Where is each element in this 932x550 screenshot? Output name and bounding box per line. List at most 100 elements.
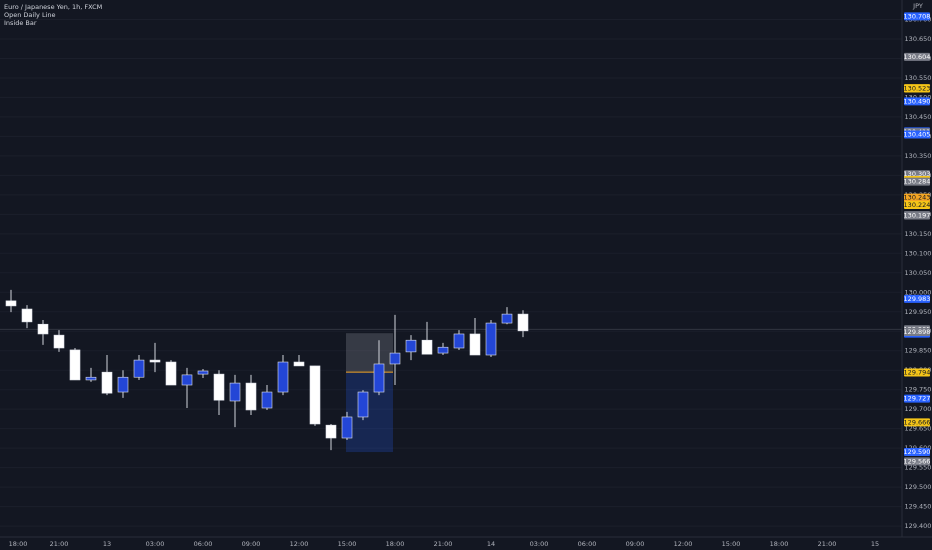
y-tick-label: 129.450 (905, 503, 932, 511)
x-tick-label: 15:00 (338, 540, 357, 548)
price-tag-label: 130.405 (904, 130, 931, 138)
x-tick-label: 15 (871, 540, 879, 548)
candle-body (341, 416, 353, 439)
price-tag (904, 394, 930, 403)
price-tag-label: 130.708 (904, 12, 931, 20)
y-tick-label: 130.350 (905, 152, 932, 160)
indicator-label: Inside Bar (4, 19, 37, 27)
y-tick-label: 130.150 (905, 230, 932, 238)
candle-body (469, 333, 481, 356)
indicator-label: Open Daily Line (4, 11, 56, 19)
candle-body (373, 363, 385, 393)
inside-bar-lower (346, 372, 393, 453)
price-tag (904, 211, 930, 220)
candle-body (21, 308, 33, 323)
y-tick-label: 129.950 (905, 308, 932, 316)
price-tag (904, 457, 930, 466)
candle-body (85, 376, 97, 381)
price-tag-label: 130.243 (904, 194, 931, 202)
price-tag-label: 129.666 (904, 418, 931, 426)
candle-body (357, 391, 369, 418)
x-tick-label: 09:00 (242, 540, 261, 548)
y-tick-label: 130.050 (905, 269, 932, 277)
candle-body (69, 349, 81, 381)
candle-body (437, 346, 449, 354)
price-tag-label: 130.303 (904, 170, 931, 178)
price-tag (904, 418, 930, 427)
x-tick-label: 03:00 (146, 540, 165, 548)
candle-body (501, 313, 513, 324)
price-tag (904, 294, 930, 303)
candle-body (405, 339, 417, 353)
price-tag (904, 177, 930, 186)
candle-body (5, 300, 17, 307)
y-tick-label: 129.850 (905, 347, 932, 355)
price-tag (904, 448, 930, 457)
candle-body (485, 322, 497, 356)
price-tag-label: 130.284 (904, 178, 931, 186)
price-tag (904, 130, 930, 139)
price-tag-label: 129.983 (904, 295, 931, 303)
price-tag (904, 368, 930, 377)
candle-body (213, 373, 225, 401)
candle-body (117, 376, 129, 393)
price-tag-label: 129.566 (904, 457, 931, 465)
y-tick-label: 130.550 (905, 74, 932, 82)
price-tag-label: 129.898 (904, 328, 931, 336)
price-tag (904, 52, 930, 61)
candle-body (181, 374, 193, 386)
candle-body (421, 339, 433, 355)
candle-body (53, 334, 65, 349)
chart-title: Euro / Japanese Yen, 1h, FXCM (4, 3, 102, 11)
x-tick-label: 12:00 (290, 540, 309, 548)
price-tag-label: 130.490 (904, 97, 931, 105)
x-tick-label: 06:00 (194, 540, 213, 548)
x-tick-label: 21:00 (818, 540, 837, 548)
x-tick-label: 09:00 (626, 540, 645, 548)
candle-body (453, 333, 465, 349)
price-tags: 130.708130.604130.524130.523130.490130.4… (904, 12, 931, 466)
price-tag (904, 193, 930, 202)
x-tick-label: 12:00 (674, 540, 693, 548)
y-tick-label: 129.650 (905, 425, 932, 433)
candle-body (245, 382, 257, 411)
candle-body (197, 370, 209, 375)
price-tag-label: 129.794 (904, 369, 931, 377)
candle-body (389, 352, 401, 365)
candle-body (229, 382, 241, 402)
y-tick-label: 130.000 (905, 288, 932, 296)
price-tag (904, 84, 930, 93)
x-tick-label: 03:00 (530, 540, 549, 548)
price-tag-label: 129.590 (904, 448, 931, 456)
y-tick-label: 130.100 (905, 249, 932, 257)
x-tick-label: 15:00 (722, 540, 741, 548)
price-tag-label: 130.224 (904, 201, 931, 209)
candle-body (149, 359, 161, 363)
x-tick-label: 21:00 (434, 540, 453, 548)
x-tick-label: 06:00 (578, 540, 597, 548)
y-tick-label: 130.650 (905, 35, 932, 43)
candle-body (309, 365, 321, 425)
price-tag-label: 130.604 (904, 53, 931, 61)
price-tag-label: 130.197 (904, 212, 931, 220)
overlays (0, 328, 902, 453)
x-tick-label: 18:00 (9, 540, 28, 548)
grid (0, 18, 902, 527)
price-tag (904, 12, 930, 21)
y-tick-label: 129.700 (905, 405, 932, 413)
y-tick-label: 129.550 (905, 464, 932, 472)
inside-bar-upper (346, 333, 393, 373)
candle-body (133, 359, 145, 378)
x-tick-label: 18:00 (770, 540, 789, 548)
candle-body (37, 323, 49, 335)
price-tag-label: 129.727 (904, 395, 931, 403)
x-tick-label: 21:00 (50, 540, 69, 548)
candles (5, 289, 529, 451)
y-tick-label: 129.750 (905, 386, 932, 394)
candle-body (165, 361, 177, 386)
price-tag-label: 130.523 (904, 84, 931, 92)
y-tick-label: 130.450 (905, 113, 932, 121)
